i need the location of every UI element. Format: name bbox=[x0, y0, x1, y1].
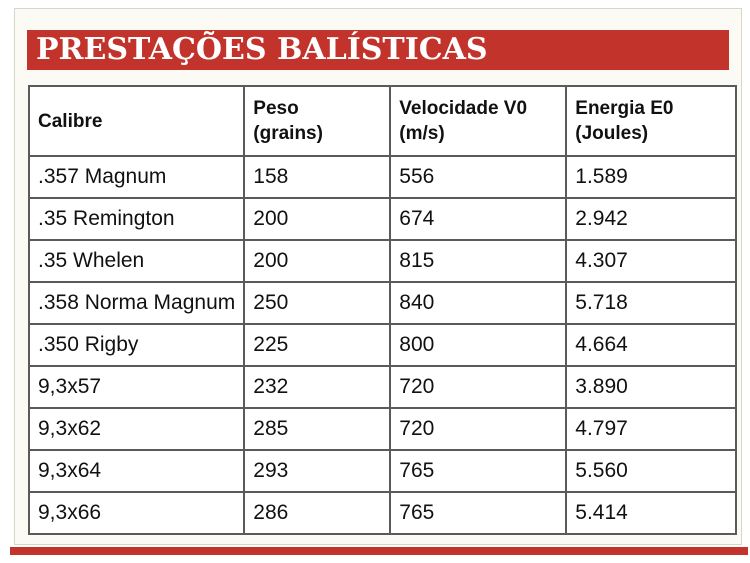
header-velocidade: Velocidade V0 (m/s) bbox=[389, 85, 568, 157]
cell-calibre: 9,3x66 bbox=[27, 491, 246, 535]
cell-calibre: .35 Remington bbox=[27, 197, 246, 241]
cell-velocidade: 720 bbox=[389, 365, 568, 409]
cell-velocidade: 840 bbox=[389, 281, 568, 325]
header-peso: Peso (grains) bbox=[243, 85, 392, 157]
cell-velocidade: 556 bbox=[389, 155, 568, 199]
table-row: .358 Norma Magnum 250 840 5.718 bbox=[27, 281, 738, 325]
table-row: .35 Remington 200 674 2.942 bbox=[27, 197, 738, 241]
header-velocidade-label: Velocidade V0 bbox=[399, 98, 528, 119]
cell-velocidade: 815 bbox=[389, 239, 568, 283]
cell-calibre: .357 Magnum bbox=[27, 155, 246, 199]
table-body: .357 Magnum 158 556 1.589.35 Remington 200 67… bbox=[27, 155, 738, 535]
cell-energia: 5.560 bbox=[565, 449, 738, 493]
cell-energia: 5.414 bbox=[565, 491, 738, 535]
header-energia-unit: (Joules) bbox=[575, 123, 649, 144]
cell-calibre: .350 Rigby bbox=[27, 323, 246, 367]
title-banner: PRESTAÇÕES BALÍSTICAS bbox=[27, 30, 729, 70]
cell-energia: 2.942 bbox=[565, 197, 738, 241]
bottom-rule bbox=[10, 547, 748, 555]
cell-calibre: .358 Norma Magnum bbox=[27, 281, 246, 325]
header-calibre-label: Calibre bbox=[38, 110, 103, 132]
cell-peso: 232 bbox=[243, 365, 392, 409]
cell-peso: 293 bbox=[243, 449, 392, 493]
cell-energia: 4.664 bbox=[565, 323, 738, 367]
header-energia-label: Energia E0 bbox=[575, 98, 674, 119]
header-calibre: Calibre bbox=[27, 85, 246, 157]
header-peso-label: Peso bbox=[253, 98, 299, 119]
cell-calibre: .35 Whelen bbox=[27, 239, 246, 283]
cell-calibre: 9,3x57 bbox=[27, 365, 246, 409]
cell-peso: 158 bbox=[243, 155, 392, 199]
cell-peso: 200 bbox=[243, 197, 392, 241]
table-row: 9,3x66 286 765 5.414 bbox=[27, 491, 738, 535]
header-energia: Energia E0 (Joules) bbox=[565, 85, 738, 157]
cell-velocidade: 765 bbox=[389, 491, 568, 535]
ballistics-table: Calibre Peso (grains) Velocidade V0 (m/s… bbox=[27, 85, 738, 535]
header-peso-unit: (grains) bbox=[253, 123, 323, 144]
page-title: PRESTAÇÕES BALÍSTICAS bbox=[36, 32, 488, 67]
table-row: 9,3x57 232 720 3.890 bbox=[27, 365, 738, 409]
table-row: 9,3x64 293 765 5.560 bbox=[27, 449, 738, 493]
cell-peso: 285 bbox=[243, 407, 392, 451]
cell-peso: 250 bbox=[243, 281, 392, 325]
table-header-row: Calibre Peso (grains) Velocidade V0 (m/s… bbox=[27, 85, 738, 157]
ballistics-table-container: Calibre Peso (grains) Velocidade V0 (m/s… bbox=[27, 85, 738, 535]
cell-energia: 5.718 bbox=[565, 281, 738, 325]
cell-energia: 4.797 bbox=[565, 407, 738, 451]
header-velocidade-unit: (m/s) bbox=[399, 123, 445, 144]
cell-energia: 1.589 bbox=[565, 155, 738, 199]
table-row: .35 Whelen 200 815 4.307 bbox=[27, 239, 738, 283]
cell-peso: 200 bbox=[243, 239, 392, 283]
cell-calibre: 9,3x62 bbox=[27, 407, 246, 451]
table-row: 9,3x62 285 720 4.797 bbox=[27, 407, 738, 451]
cell-velocidade: 720 bbox=[389, 407, 568, 451]
cell-velocidade: 800 bbox=[389, 323, 568, 367]
cell-peso: 225 bbox=[243, 323, 392, 367]
cell-calibre: 9,3x64 bbox=[27, 449, 246, 493]
cell-velocidade: 765 bbox=[389, 449, 568, 493]
cell-energia: 3.890 bbox=[565, 365, 738, 409]
table-row: .350 Rigby 225 800 4.664 bbox=[27, 323, 738, 367]
cell-peso: 286 bbox=[243, 491, 392, 535]
table-row: .357 Magnum 158 556 1.589 bbox=[27, 155, 738, 199]
cell-energia: 4.307 bbox=[565, 239, 738, 283]
cell-velocidade: 674 bbox=[389, 197, 568, 241]
